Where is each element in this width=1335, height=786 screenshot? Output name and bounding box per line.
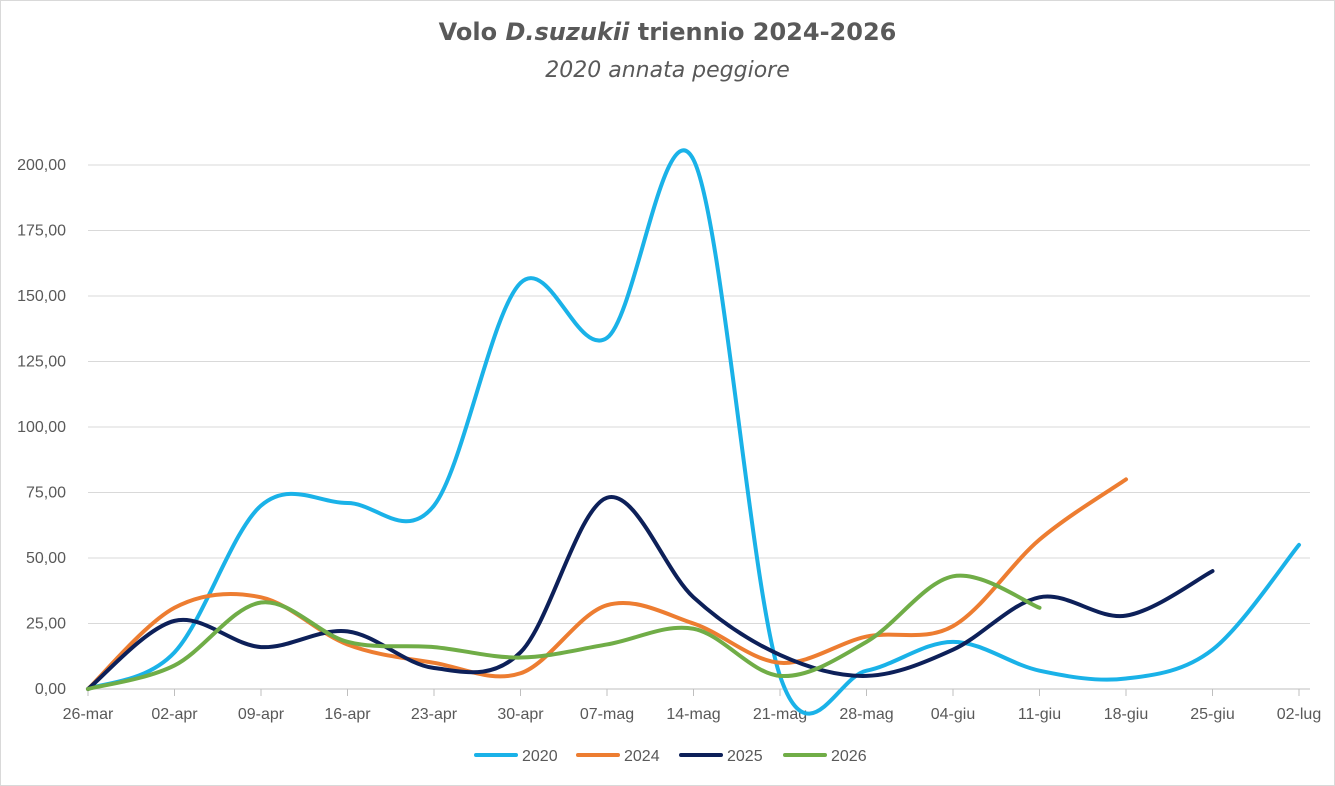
gridlines <box>88 164 1310 624</box>
x-tick-label: 11-giu <box>1018 706 1061 723</box>
y-tick-label: 150,00 <box>17 288 66 305</box>
chart-title-species: D.suzukii <box>505 18 630 46</box>
y-tick-label: 75,00 <box>26 485 66 502</box>
x-tick-label: 14-mag <box>666 706 720 723</box>
chart-subtitle: 2020 annata peggiore <box>545 58 790 83</box>
legend-label-2024: 2024 <box>624 748 660 765</box>
legend: 2020 2024 2025 2026 <box>474 748 867 765</box>
y-tick-label: 50,00 <box>26 550 66 567</box>
y-tick-label: 25,00 <box>26 616 66 633</box>
x-tick-label: 04-giu <box>931 706 975 723</box>
series-line-2024 <box>86 477 1128 691</box>
series-line-2020 <box>86 148 1301 716</box>
x-tick-label: 02-lug <box>1277 706 1321 723</box>
x-tick-label: 07-mag <box>580 706 634 723</box>
x-tick-label: 28-mag <box>839 706 893 723</box>
y-tick-label: 175,00 <box>17 223 66 240</box>
x-tick-label: 02-apr <box>151 706 198 723</box>
x-tick-label: 30-apr <box>497 706 544 723</box>
x-tick-label: 09-apr <box>238 706 285 723</box>
series-lines <box>86 148 1301 716</box>
x-tick-label: 26-mar <box>63 706 114 723</box>
legend-label-2026: 2026 <box>831 748 867 765</box>
series-line-2025 <box>86 495 1215 691</box>
legend-label-2020: 2020 <box>522 748 558 765</box>
chart-title-suffix: triennio 2024-2026 <box>629 18 897 46</box>
legend-label-2025: 2025 <box>727 748 763 765</box>
y-axis: 0,00 25,00 50,00 75,00 100,00 125,00 150,00 175… <box>17 157 66 698</box>
x-tick-label: 18-giu <box>1104 706 1148 723</box>
y-tick-label: 100,00 <box>17 419 66 436</box>
x-tick-label: 25-giu <box>1190 706 1234 723</box>
x-tick-label: 16-apr <box>324 706 371 723</box>
y-tick-label: 200,00 <box>17 157 66 174</box>
chart-title: Volo D.suzukii triennio 2024-2026 <box>0 18 1335 46</box>
y-tick-label: 0,00 <box>35 681 66 698</box>
x-tick-label: 23-apr <box>411 706 458 723</box>
series-line-2026 <box>86 573 1042 691</box>
x-tick-label: 21-mag <box>753 706 807 723</box>
x-axis: 26-mar 02-apr 09-apr 16-apr 23-apr 30-apr 07-m… <box>63 688 1321 723</box>
y-tick-label: 125,00 <box>17 354 66 371</box>
chart-title-prefix: Volo <box>438 18 506 46</box>
